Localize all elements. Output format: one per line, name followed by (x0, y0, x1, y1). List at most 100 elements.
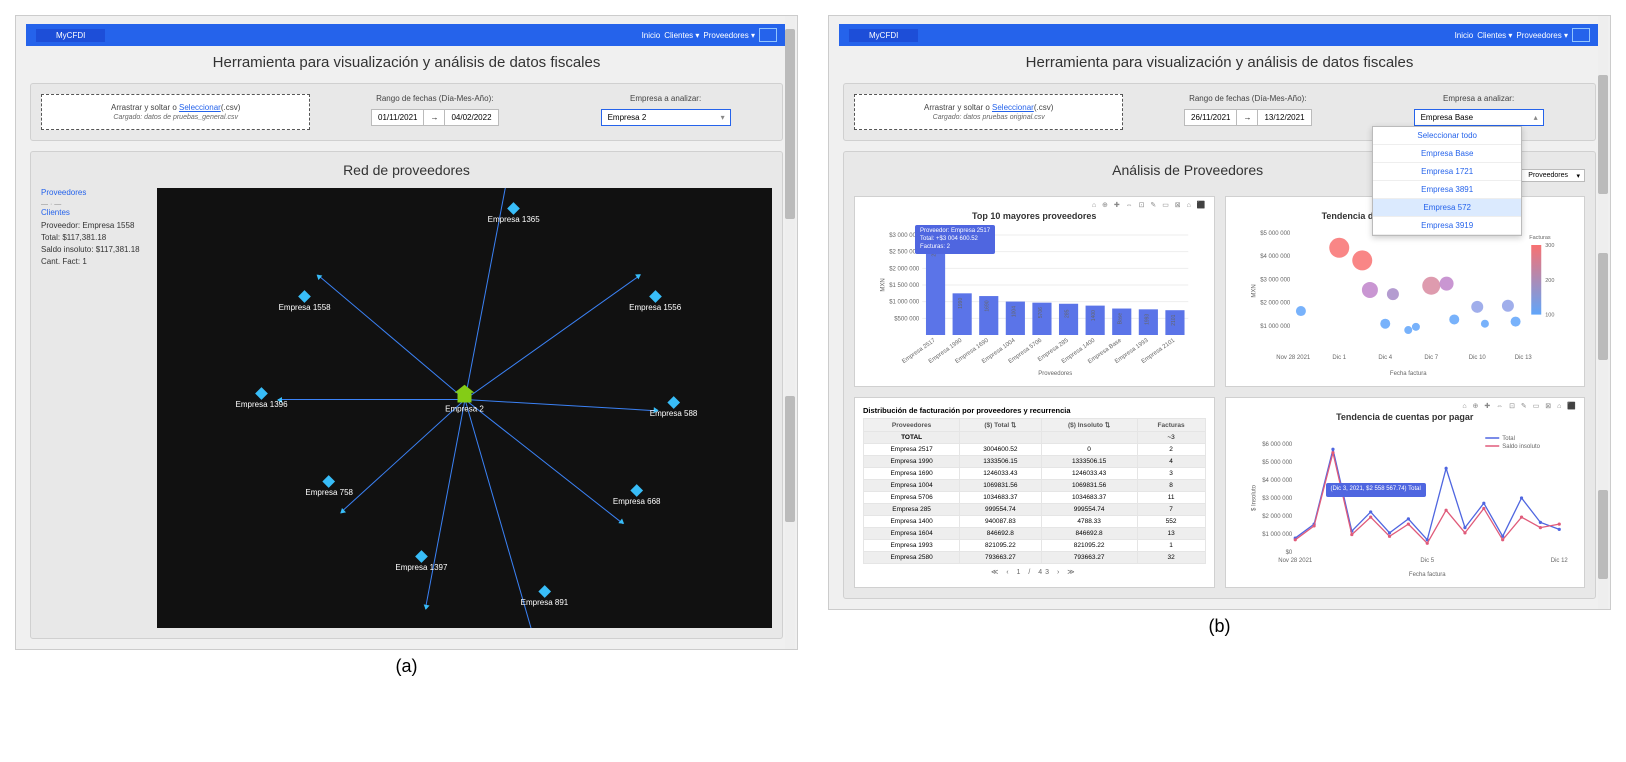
page-title: Herramienta para visualización y análisi… (16, 54, 797, 71)
svg-text:$6 000 000: $6 000 000 (1262, 442, 1293, 448)
svg-text:Nov 28 2021: Nov 28 2021 (1276, 355, 1311, 361)
svg-text:$500 000: $500 000 (894, 316, 920, 322)
nav-inicio[interactable]: Inicio (1455, 31, 1474, 40)
svg-text:$3 000 000: $3 000 000 (1260, 277, 1291, 283)
section-title: Red de proveedores (41, 162, 772, 178)
line-tooltip: (Dic 3, 2021, $2 558 567.74) Total (1326, 483, 1426, 497)
svg-text:$5 000 000: $5 000 000 (1262, 460, 1293, 466)
svg-text:Fecha factura: Fecha factura (1408, 572, 1445, 578)
network-legend: Proveedores — · — Clientes Proveedor: Em… (41, 188, 151, 628)
svg-text:MXN: MXN (1251, 284, 1257, 297)
table-card: Distribución de facturación por proveedo… (854, 397, 1215, 588)
date-range-picker[interactable]: 26/11/2021 → 13/12/2021 (1184, 109, 1312, 126)
svg-text:Base: Base (1118, 313, 1124, 325)
svg-text:Total: Total (1502, 436, 1515, 442)
svg-text:Dic 7: Dic 7 (1424, 355, 1438, 361)
legend-clientes-link[interactable]: Clientes (41, 208, 151, 217)
svg-text:100: 100 (1545, 313, 1554, 319)
brand-logo[interactable]: MyCFDI (36, 29, 105, 42)
line-chart[interactable]: $0$1 000 000$2 000 000$3 000 000$4 000 0… (1234, 428, 1577, 578)
network-section: Red de proveedores Proveedores — · — Cli… (30, 151, 783, 639)
svg-text:$2 000 000: $2 000 000 (1260, 301, 1291, 307)
svg-text:$1 500 000: $1 500 000 (889, 283, 920, 289)
empresa-select[interactable]: Empresa 2▾ (601, 109, 731, 126)
nav-clientes[interactable]: Clientes ▾ (1477, 31, 1512, 40)
panel-a: MyCFDI Inicio Clientes ▾ Proveedores ▾ H… (15, 15, 798, 650)
bubble-chart[interactable]: $1 000 000 $2 000 000 $3 000 000 $4 000 000… (1234, 227, 1577, 377)
date-from[interactable]: 26/11/2021 (1185, 110, 1236, 125)
chart-toolbar[interactable]: ⌂ ⊕ ✚ ⇔ ⊡ ✎ ▭ ⊠ ⌂ ⬛ (1092, 201, 1208, 209)
svg-text:1690: 1690 (985, 300, 991, 311)
brand-logo[interactable]: MyCFDI (849, 29, 918, 42)
svg-text:1990: 1990 (958, 298, 964, 309)
network-canvas[interactable]: Empresa 1365Empresa 1556Empresa 588Empre… (157, 188, 772, 628)
file-select-link[interactable]: Seleccionar (992, 103, 1034, 112)
date-from[interactable]: 01/11/2021 (372, 110, 423, 125)
svg-text:$1 000 000: $1 000 000 (1262, 532, 1293, 538)
svg-text:$3 000 000: $3 000 000 (1262, 496, 1293, 502)
scrollbar[interactable] (785, 16, 795, 649)
svg-text:Dic 1: Dic 1 (1332, 355, 1346, 361)
nav-proveedores[interactable]: Proveedores ▾ (1516, 31, 1568, 40)
file-select-link[interactable]: Seleccionar (179, 103, 221, 112)
svg-text:$4 000 000: $4 000 000 (1260, 254, 1291, 260)
empresa-dropdown[interactable]: Seleccionar todoEmpresa BaseEmpresa 1721… (1372, 126, 1522, 236)
file-dropzone[interactable]: Arrastrar y soltar o Seleccionar(.csv) C… (854, 94, 1123, 130)
svg-text:$2 000 000: $2 000 000 (1262, 514, 1293, 520)
empresa-label: Empresa a analizar: (1372, 94, 1585, 103)
nav-extra-box[interactable] (1572, 28, 1590, 42)
legend-info-0: Proveedor: Empresa 1558 (41, 221, 151, 230)
svg-text:$1 000 000: $1 000 000 (1260, 324, 1291, 330)
svg-text:5706: 5706 (1038, 307, 1044, 318)
svg-text:1400: 1400 (1091, 310, 1097, 321)
svg-text:Dic 4: Dic 4 (1378, 355, 1392, 361)
date-arrow-icon: → (1236, 110, 1258, 125)
nav-extra-box[interactable] (759, 28, 777, 42)
nav-inicio[interactable]: Inicio (642, 31, 661, 40)
svg-text:MXN: MXN (880, 278, 886, 291)
loaded-file-caption: Cargado: datos pruebas original.csv (861, 114, 1116, 121)
bar-tooltip: Proveedor: Empresa 2517Total: +$3 004 60… (915, 225, 995, 254)
svg-text:Fecha factura: Fecha factura (1389, 371, 1426, 377)
controls-row: Arrastrar y soltar o Seleccionar(.csv) C… (30, 83, 783, 141)
empresa-label: Empresa a analizar: (559, 94, 772, 103)
tab-select[interactable]: Proveedores (1521, 169, 1585, 182)
legend-proveedores-link[interactable]: Proveedores (41, 188, 151, 197)
chart-toolbar[interactable]: ⌂ ⊕ ✚ ⇔ ⊡ ✎ ▭ ⊠ ⌂ ⬛ (1462, 402, 1578, 410)
date-range-label: Rango de fechas (Día-Mes-Año): (1141, 94, 1354, 103)
chevron-down-icon: ▴ (1534, 113, 1538, 122)
distribution-table[interactable]: Proveedores($) Total ⇅($) Insoluto ⇅Fact… (863, 418, 1206, 564)
svg-text:1993: 1993 (1144, 314, 1150, 325)
line-chart-card: ⌂ ⊕ ✚ ⇔ ⊡ ✎ ▭ ⊠ ⌂ ⬛ Tendencia de cuentas… (1225, 397, 1586, 588)
legend-info-2: Saldo insoluto: $117,381.18 (41, 245, 151, 254)
svg-text:1004: 1004 (1011, 306, 1017, 317)
svg-text:285: 285 (1065, 309, 1071, 318)
svg-text:Dic 5: Dic 5 (1420, 558, 1434, 564)
controls-row: Arrastrar y soltar o Seleccionar(.csv) C… (843, 83, 1596, 141)
svg-text:$5 000 000: $5 000 000 (1260, 231, 1291, 237)
svg-text:Dic 13: Dic 13 (1514, 355, 1532, 361)
date-range-picker[interactable]: 01/11/2021 → 04/02/2022 (371, 109, 499, 126)
date-to[interactable]: 13/12/2021 (1258, 110, 1310, 125)
file-dropzone[interactable]: Arrastrar y soltar o Seleccionar(.csv) C… (41, 94, 310, 130)
svg-text:Dic 10: Dic 10 (1468, 355, 1486, 361)
svg-text:2101: 2101 (1171, 314, 1177, 325)
date-to[interactable]: 04/02/2022 (445, 110, 497, 125)
date-arrow-icon: → (423, 110, 445, 125)
table-pager[interactable]: ≪ ‹ 1 / 43 › ≫ (863, 568, 1206, 576)
bar-chart-title: Top 10 mayores proveedores (863, 211, 1206, 221)
svg-text:$ Insoluto: $ Insoluto (1251, 484, 1257, 511)
nav-clientes[interactable]: Clientes ▾ (664, 31, 699, 40)
caption-a: (a) (15, 656, 798, 677)
page-title: Herramienta para visualización y análisi… (829, 54, 1610, 71)
svg-text:Dic 12: Dic 12 (1550, 558, 1568, 564)
svg-text:300: 300 (1545, 243, 1554, 249)
empresa-select[interactable]: Empresa Base▴ (1414, 109, 1544, 126)
bar-chart-card: ⌂ ⊕ ✚ ⇔ ⊡ ✎ ▭ ⊠ ⌂ ⬛ Top 10 mayores prove… (854, 196, 1215, 387)
scrollbar[interactable] (1598, 16, 1608, 609)
nav-proveedores[interactable]: Proveedores ▾ (703, 31, 755, 40)
svg-text:Facturas: Facturas (1529, 235, 1551, 241)
svg-text:$2 000 000: $2 000 000 (889, 266, 920, 272)
svg-text:$0: $0 (1285, 550, 1292, 556)
panel-b: MyCFDI Inicio Clientes ▾ Proveedores ▾ H… (828, 15, 1611, 610)
